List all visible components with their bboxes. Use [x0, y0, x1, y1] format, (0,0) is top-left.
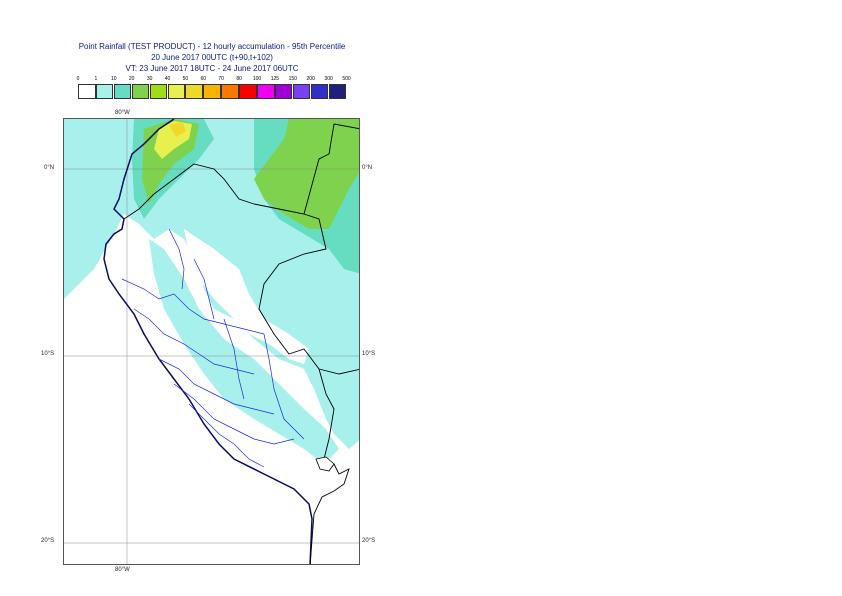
legend-label: 80 — [236, 76, 242, 82]
legend-label: 60 — [200, 76, 207, 82]
rain-area-light-andes — [149, 239, 339, 464]
legend-swatch — [131, 84, 150, 99]
dry-area — [184, 229, 309, 364]
lake — [315, 456, 335, 472]
legend-swatch — [167, 84, 185, 99]
legend-swatch — [203, 84, 221, 99]
legend-label: 200 — [306, 76, 315, 82]
legend-swatch — [78, 84, 96, 99]
rainfall-map — [64, 119, 359, 564]
legend-swatch — [310, 84, 329, 99]
lat-label-right-20: 20°S — [362, 538, 376, 544]
map-title: Point Rainfall (TEST PRODUCT) - 12 hourl… — [78, 42, 346, 51]
lon-label-bottom: 80°W — [115, 567, 130, 573]
legend-label: 10 — [111, 76, 117, 82]
legend-label: 0 — [76, 76, 80, 82]
legend-label: 300 — [324, 76, 333, 82]
legend-label: 150 — [288, 76, 297, 82]
legend-swatch — [149, 84, 168, 99]
legend-swatch — [328, 84, 347, 99]
legend-swatch — [95, 84, 114, 99]
legend-swatch — [239, 84, 257, 99]
valid-time: VT: 23 June 2017 18UTC - 24 June 2017 06… — [125, 64, 299, 73]
dry-area-south — [199, 419, 359, 564]
legend-label: 20 — [128, 76, 135, 82]
coastline — [103, 119, 313, 564]
legend-label: 100 — [252, 76, 262, 82]
legend-label: 50 — [182, 76, 189, 82]
rain-area-green — [254, 119, 359, 229]
region-borders — [121, 228, 305, 468]
legend-swatch — [292, 84, 311, 99]
map-panel — [63, 118, 360, 565]
lat-label-left-10: 10°S — [41, 351, 55, 357]
legend-label: 1 — [94, 76, 98, 82]
legend-label: 500 — [342, 76, 351, 82]
rain-area-orange — [169, 122, 186, 137]
legend-label: 40 — [164, 76, 171, 82]
legend-label: 125 — [270, 76, 280, 82]
legend-swatch — [257, 84, 275, 99]
legend-swatch — [221, 84, 239, 99]
legend-swatch — [185, 84, 203, 99]
country-borders — [123, 123, 359, 564]
legend-label: 70 — [218, 76, 224, 82]
legend-swatch — [113, 84, 132, 99]
map-subtitle: 20 June 2017 00UTC (t+90,t+102) — [151, 53, 273, 62]
legend-swatch — [274, 84, 293, 99]
lat-label-left-20: 20°S — [41, 538, 55, 544]
lat-label-left-0: 0°N — [44, 165, 55, 171]
legend-label: 30 — [146, 76, 153, 82]
lat-label-right-0: 0°N — [362, 165, 373, 171]
lon-label-top: 80°W — [115, 110, 130, 116]
lat-label-right-10: 10°S — [362, 351, 376, 357]
